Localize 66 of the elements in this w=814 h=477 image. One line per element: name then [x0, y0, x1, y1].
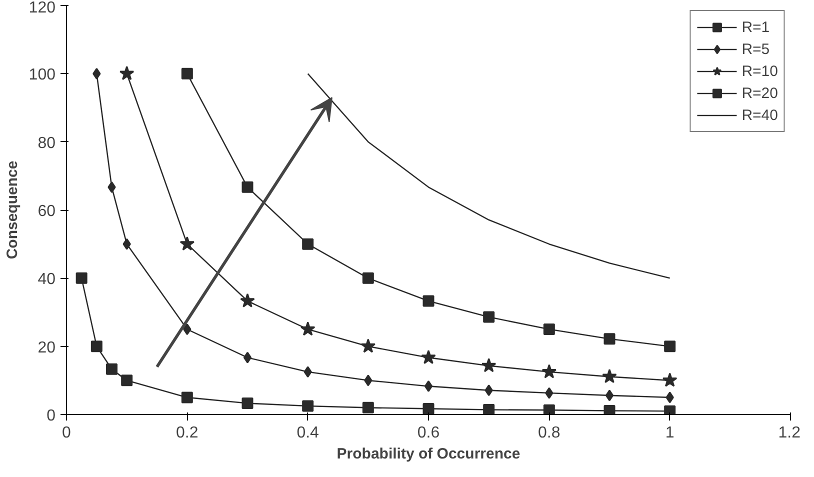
y-tick-label: 40	[38, 271, 56, 288]
point	[542, 364, 557, 378]
x-tick-label: 0.8	[538, 424, 560, 442]
point	[240, 293, 255, 308]
point	[181, 392, 193, 404]
point	[604, 405, 616, 414]
point	[92, 68, 101, 80]
y-tick-label: 80	[38, 134, 56, 152]
point	[181, 68, 193, 80]
point	[121, 374, 133, 386]
point	[122, 238, 131, 250]
point	[364, 374, 372, 386]
x-tick-label: 1.2	[778, 424, 801, 442]
point	[106, 363, 118, 375]
point	[362, 272, 374, 284]
point	[302, 400, 314, 412]
y-axis-title: Consequence	[4, 160, 21, 260]
point	[666, 392, 674, 404]
point	[605, 390, 614, 402]
point	[300, 322, 316, 336]
legend-label: R=20	[742, 84, 778, 102]
legend-label: R=10	[742, 62, 778, 80]
x-tick-label: 0.6	[417, 424, 440, 442]
y-tick-label: 100	[28, 66, 56, 84]
point	[481, 358, 496, 372]
point	[424, 380, 433, 392]
point	[421, 350, 436, 364]
y-tick-label: 20	[38, 339, 56, 356]
point	[362, 402, 374, 414]
point	[422, 295, 434, 307]
legend-label: R=1	[742, 18, 770, 36]
point	[304, 366, 312, 378]
point	[664, 405, 676, 414]
point	[483, 404, 495, 414]
x-tick-label: 0.2	[176, 424, 198, 442]
point	[119, 66, 134, 80]
point	[422, 402, 434, 414]
x-tick-label: 0	[62, 424, 72, 442]
legend-label: R=40	[742, 106, 778, 124]
x-axis-title: Probability of Occurrence	[336, 446, 520, 462]
legend-label: R=5	[742, 40, 770, 58]
x-tick-label: 0.4	[296, 424, 320, 442]
point	[602, 368, 617, 384]
point	[360, 338, 376, 353]
point	[604, 333, 616, 345]
point	[108, 181, 116, 193]
y-tick-label: 0	[46, 408, 56, 424]
y-tick-label: 60	[38, 203, 56, 220]
point	[302, 238, 314, 250]
point	[484, 384, 493, 396]
y-tick-label: 120	[28, 0, 56, 16]
point	[183, 324, 192, 336]
point	[242, 398, 254, 410]
point	[664, 340, 676, 352]
point	[243, 352, 252, 364]
point	[180, 236, 195, 250]
point	[90, 340, 102, 352]
point	[242, 181, 254, 193]
point	[543, 404, 555, 414]
point	[543, 324, 555, 336]
point	[76, 272, 88, 284]
x-tick-label: 1	[665, 424, 674, 442]
line-series	[307, 73, 670, 279]
point	[483, 311, 495, 323]
point	[545, 387, 554, 399]
point	[662, 372, 678, 387]
